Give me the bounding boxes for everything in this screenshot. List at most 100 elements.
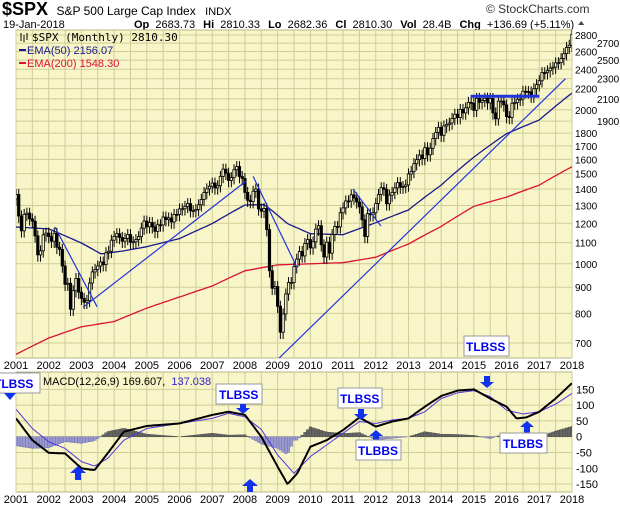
histogram-bar bbox=[325, 431, 329, 437]
histogram-bar bbox=[109, 430, 113, 437]
candle-body bbox=[393, 187, 397, 193]
candle-body bbox=[316, 225, 321, 230]
year-label: 2004 bbox=[102, 494, 126, 506]
histogram-bar bbox=[188, 435, 192, 437]
candle-body bbox=[556, 62, 560, 65]
histogram-bar bbox=[169, 435, 173, 437]
candle-body bbox=[30, 218, 34, 222]
histogram-bar bbox=[409, 435, 413, 437]
candle-body bbox=[202, 192, 206, 200]
candle-body bbox=[216, 185, 220, 189]
candle-body bbox=[330, 234, 334, 254]
candle-body bbox=[357, 201, 362, 208]
candle-body bbox=[319, 225, 323, 246]
year-label: 2007 bbox=[200, 360, 224, 372]
annotation-box bbox=[499, 432, 548, 454]
histogram-bar bbox=[153, 434, 157, 437]
candle-body bbox=[17, 194, 21, 217]
trendline bbox=[278, 78, 566, 358]
candle-body bbox=[333, 226, 337, 235]
candle-body bbox=[355, 197, 359, 203]
histogram-bar bbox=[257, 436, 261, 443]
price-tick-label: 1400 bbox=[575, 185, 598, 196]
annotation-box bbox=[355, 439, 402, 461]
title-line: $SPX S&P 500 Large Cap Index INDX bbox=[2, 0, 232, 19]
candle-body bbox=[496, 100, 501, 120]
candle-body bbox=[480, 100, 484, 103]
histogram-bar bbox=[158, 435, 162, 437]
histogram-bar bbox=[63, 436, 67, 442]
histogram-bar bbox=[551, 431, 555, 437]
arrow-up-icon bbox=[520, 421, 534, 433]
histogram-bar bbox=[486, 436, 490, 439]
candle-body bbox=[49, 236, 54, 242]
candle-body bbox=[156, 224, 160, 232]
year-label: 2016 bbox=[494, 360, 518, 372]
candle-body bbox=[404, 184, 408, 187]
histogram-bar bbox=[306, 429, 310, 437]
candle-body bbox=[409, 171, 413, 175]
histogram-bar bbox=[210, 433, 214, 437]
histogram-bar bbox=[205, 433, 209, 437]
stockcharts-logo[interactable]: © StockCharts.com bbox=[486, 2, 590, 16]
candle-body bbox=[259, 208, 263, 212]
histogram-bar bbox=[327, 432, 331, 437]
candle-body bbox=[63, 265, 67, 285]
candle-body bbox=[390, 191, 394, 196]
histogram-bar bbox=[352, 432, 356, 437]
candle-body bbox=[464, 107, 468, 114]
histogram-bar bbox=[556, 430, 560, 437]
candle-body bbox=[79, 291, 84, 299]
histogram-bar bbox=[150, 434, 154, 437]
legend-ema200: EMA(200) 1548.30 bbox=[27, 58, 119, 70]
candle-body bbox=[281, 313, 285, 333]
candle-body bbox=[341, 207, 345, 214]
histogram-bar bbox=[69, 436, 73, 443]
candle-body bbox=[58, 246, 62, 250]
histogram-bar bbox=[88, 436, 92, 442]
candle-body bbox=[537, 80, 541, 86]
annotation-label: TLBBS bbox=[503, 437, 543, 451]
histogram-bar bbox=[49, 436, 53, 447]
histogram-bar bbox=[496, 435, 500, 437]
histogram-bar bbox=[385, 436, 389, 440]
candle-body bbox=[352, 194, 356, 199]
annotation-box bbox=[463, 335, 510, 357]
candle-body bbox=[559, 58, 563, 64]
year-label: 2014 bbox=[429, 360, 453, 372]
histogram-bar bbox=[199, 434, 203, 437]
histogram-bar bbox=[559, 429, 563, 437]
hi-label: Hi bbox=[203, 19, 214, 31]
candle-body bbox=[126, 234, 130, 239]
candle-body bbox=[153, 226, 157, 232]
price-tick-label: 2000 bbox=[575, 106, 598, 117]
histogram-bar bbox=[112, 430, 116, 437]
legend-price: $SPX (Monthly) 2810.30 bbox=[32, 31, 178, 44]
candle-body bbox=[71, 290, 75, 310]
candle-body bbox=[306, 239, 310, 244]
histogram-bar bbox=[281, 436, 285, 453]
candle-body bbox=[570, 33, 572, 46]
histogram-bar bbox=[570, 426, 572, 437]
year-label: 2009 bbox=[265, 494, 289, 506]
histogram-bar bbox=[415, 433, 419, 437]
histogram-bar bbox=[567, 426, 571, 437]
year-label: 2010 bbox=[298, 494, 322, 506]
candle-body bbox=[77, 278, 81, 293]
histogram-bar bbox=[58, 436, 62, 444]
candle-body bbox=[534, 84, 539, 90]
arrow-up-icon bbox=[369, 430, 383, 441]
candle-body bbox=[431, 138, 435, 149]
histogram-bar bbox=[164, 435, 168, 437]
price-tick-label: 1000 bbox=[575, 260, 598, 271]
annotation-box bbox=[215, 383, 263, 405]
year-label: 2009 bbox=[265, 360, 289, 372]
histogram-bar bbox=[213, 433, 217, 437]
candle-body bbox=[483, 97, 487, 101]
candle-body bbox=[158, 224, 163, 227]
histogram-bar bbox=[229, 434, 233, 437]
histogram-bar bbox=[456, 434, 460, 437]
candle-body bbox=[22, 213, 26, 232]
histogram-bar bbox=[488, 436, 492, 439]
candle-body bbox=[82, 297, 86, 303]
